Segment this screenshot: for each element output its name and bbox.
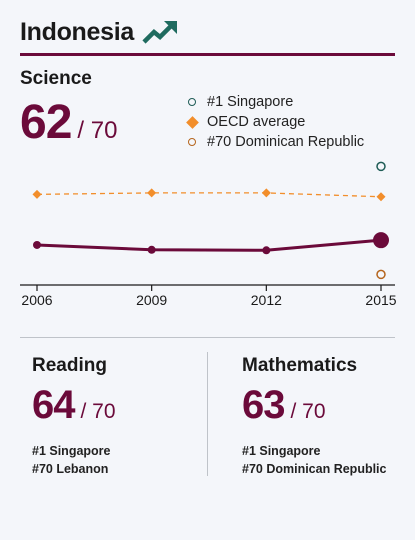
trend-up-icon — [142, 19, 178, 45]
x-tick-label: 2012 — [251, 292, 282, 308]
x-tick-label: 2009 — [136, 292, 167, 308]
science-rank: 62 / 70 — [20, 95, 117, 150]
mathematics-title: Mathematics — [242, 355, 358, 376]
science-rank-number: 62 — [20, 96, 72, 149]
legend-item-oecd: OECD average — [183, 112, 364, 132]
reading-top-label: #1 Singapore — [32, 444, 111, 458]
reading-rank-total: / 70 — [80, 400, 116, 423]
singapore-point — [376, 161, 386, 172]
indonesia-point — [33, 240, 41, 249]
header-divider — [20, 53, 395, 56]
science-line-chart: 2006 2009 2012 2015 — [20, 161, 397, 308]
indonesia-point — [147, 245, 156, 254]
mathematics-rank-number: 63 — [242, 383, 285, 427]
legend-label: #70 Dominican Republic — [207, 134, 365, 150]
reading-panel: Reading 64 / 70 #1 Singapore #70 Lebanon — [32, 355, 116, 478]
section-divider — [20, 337, 395, 338]
legend-label: #1 Singapore — [207, 94, 294, 110]
x-tick-label: 2006 — [21, 292, 52, 308]
oecd-point — [261, 188, 271, 198]
dominican-republic-point — [376, 269, 386, 280]
diamond-icon — [185, 115, 199, 129]
reading-rank: 64 / 70 — [32, 383, 116, 428]
oecd-point — [147, 188, 157, 198]
indonesia-line — [36, 238, 382, 252]
mathematics-rank: 63 / 70 — [242, 383, 386, 428]
legend-label: OECD average — [207, 114, 306, 130]
science-title: Science — [20, 68, 92, 89]
legend-item-bottom: #70 Dominican Republic — [183, 132, 364, 152]
reading-title: Reading — [32, 355, 107, 376]
x-tick-label: 2015 — [365, 292, 396, 308]
oecd-point — [376, 192, 386, 202]
mathematics-notes: #1 Singapore #70 Dominican Republic — [242, 442, 386, 478]
reading-rank-number: 64 — [32, 383, 75, 427]
legend-item-top: #1 Singapore — [183, 92, 364, 112]
country-title: Indonesia — [20, 17, 134, 46]
mathematics-top-label: #1 Singapore — [242, 444, 321, 458]
indonesia-latest-point — [373, 232, 389, 249]
reading-bottom-label: #70 Lebanon — [32, 462, 109, 476]
indonesia-point — [262, 246, 271, 255]
open-circle-icon — [188, 138, 196, 146]
oecd-average-line — [36, 192, 382, 198]
oecd-point — [32, 189, 42, 199]
mathematics-rank-total: / 70 — [290, 400, 326, 423]
column-divider — [207, 352, 208, 476]
header: Indonesia — [20, 12, 395, 52]
chart-legend: #1 Singapore OECD average #70 Dominican … — [183, 92, 364, 152]
science-rank-total: / 70 — [77, 117, 118, 144]
open-circle-icon — [188, 98, 196, 106]
reading-notes: #1 Singapore #70 Lebanon — [32, 442, 116, 478]
mathematics-panel: Mathematics 63 / 70 #1 Singapore #70 Dom… — [242, 355, 386, 478]
mathematics-bottom-label: #70 Dominican Republic — [242, 462, 387, 476]
